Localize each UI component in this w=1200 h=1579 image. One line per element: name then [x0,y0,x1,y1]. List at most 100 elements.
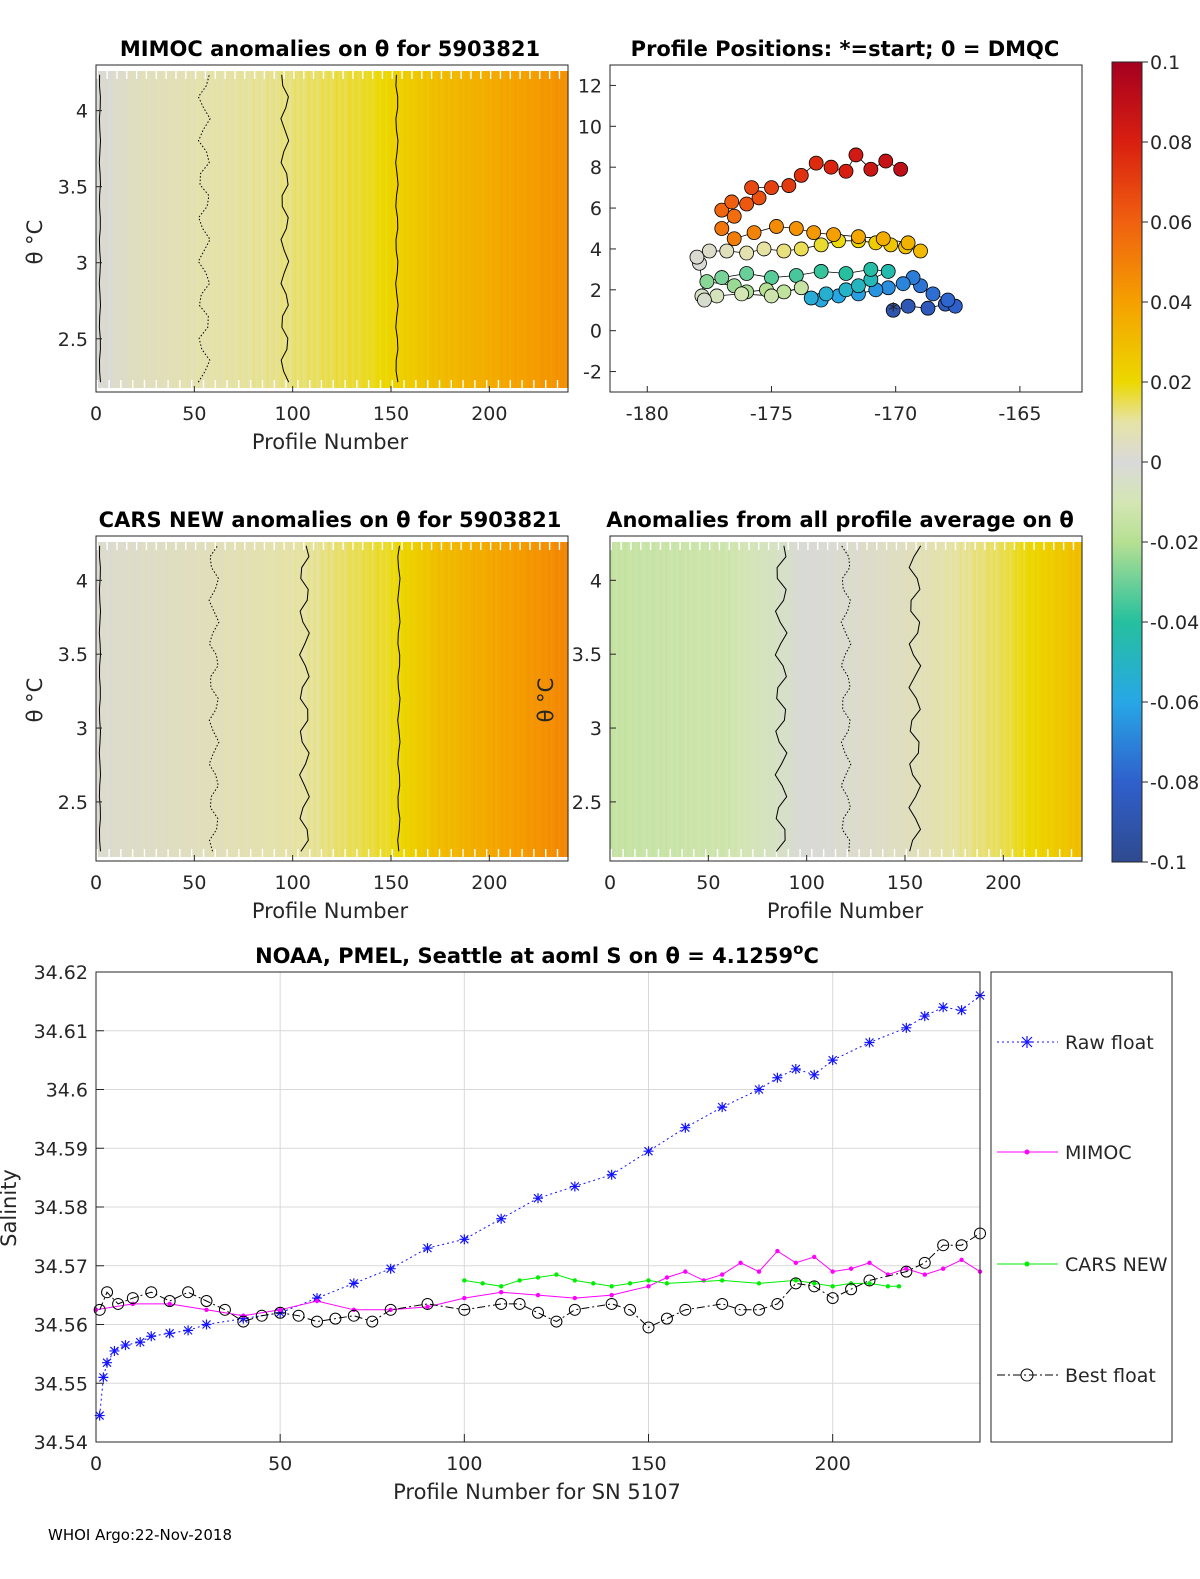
series-marker-dot [756,1281,762,1286]
position-marker [806,225,822,240]
avg-cell [739,542,743,849]
avg-cell [690,542,694,857]
mimoc-cell [137,71,140,388]
cars-cell [436,542,439,857]
mimoc-cell [101,71,105,388]
mimoc-cell [442,71,445,388]
position-marker [808,155,824,171]
cars-cell [526,542,530,857]
series-marker-star [94,1410,105,1421]
cars-title: CARS NEW anomalies on θ for 5903821 [99,508,562,532]
series-marker-dot [609,1284,614,1289]
mimoc-cell [530,71,534,388]
series-marker-star [772,1072,783,1083]
avg-cell [615,542,619,857]
avg-cell [940,542,943,849]
avg-cell [623,542,627,857]
avg-cell [1034,542,1038,849]
cars-cell [257,542,260,857]
position-marker [714,270,730,285]
mimoc-cell [562,71,565,388]
cars-cell [430,550,433,857]
avg-cell [669,550,672,849]
position-marker [885,302,901,318]
cars-cell [528,550,532,857]
series-marker-dot [627,1281,633,1286]
avg-cell [840,542,843,857]
cars-cell [507,542,510,857]
avg-cell [889,542,892,857]
avg-cell [757,550,761,857]
avg-cell [987,542,991,849]
series-marker-star [754,1084,764,1095]
mimoc-cell [204,79,207,388]
cars-cell [351,550,355,857]
cars-cell [109,542,113,857]
cars-cell [550,542,553,857]
colorbar-gradient [1111,61,1143,863]
cars-cell [188,542,191,857]
mimoc-xtick-label: 0 [90,403,102,425]
position-marker [913,243,928,259]
mimoc-cell [524,71,528,388]
series-marker-circle [734,1303,747,1316]
cars-cell [174,550,178,857]
avg-cell [643,542,646,857]
avg-cell [775,542,778,849]
cars-cell [416,542,420,857]
positions-xtick-label: -175 [750,403,793,425]
cars-cell [233,550,237,857]
position-marker [776,284,792,300]
avg-xtick-label: 200 [985,872,1021,894]
cars-cell [465,542,469,857]
salinity-xtick-label: 0 [90,1453,102,1475]
mimoc-cell [430,79,433,388]
series-marker-star [422,1243,433,1254]
series-marker-star [238,1313,249,1324]
cars-cell [103,542,107,857]
cars-cell [387,542,390,857]
series-marker-dot [812,1254,817,1260]
avg-cell [720,542,723,857]
salinity-xticks: 0 50 100 150 200 [90,1434,851,1475]
cars-cell [219,542,223,857]
cars-cell [392,542,396,857]
avg-cell [865,550,869,857]
cars-cell [186,542,190,857]
mimoc-xlabel: Profile Number [252,430,409,454]
avg-cell [728,550,731,849]
mimoc-xticks: 0 50 100 150 200 [90,386,507,425]
avg-cell [702,542,705,857]
mimoc-cell [192,71,195,388]
mimoc-cell [371,79,374,388]
cars-cell [151,542,154,857]
avg-cells [610,542,1083,857]
cars-cell [97,542,101,857]
avg-cell [1064,542,1067,857]
avg-cell [1068,542,1071,857]
mimoc-cell [249,71,252,380]
cars-cell [284,542,288,849]
colorbar-tick-label: 0.08 [1150,132,1192,154]
avg-cell [914,550,918,857]
series-marker-dot [646,1284,651,1289]
avg-cell [1048,542,1052,857]
avg-cell [962,542,965,857]
cars-cell [255,542,258,857]
mimoc-cell [278,71,282,388]
mimoc-cell [351,79,355,388]
cars-cell [143,542,146,849]
avg-cell [1030,542,1034,857]
avg-cell [781,542,784,857]
series-marker-star [459,1234,470,1245]
mimoc-cell [448,71,451,388]
series-marker-circle [347,1309,360,1322]
cars-cell [422,542,426,857]
series-marker-star [533,1193,543,1204]
position-marker [818,286,834,302]
mimoc-cell [198,71,201,388]
mimoc-cell [467,71,471,388]
cars-cell [385,542,388,857]
series-marker-circle [550,1315,563,1328]
mimoc-cell [97,71,101,388]
